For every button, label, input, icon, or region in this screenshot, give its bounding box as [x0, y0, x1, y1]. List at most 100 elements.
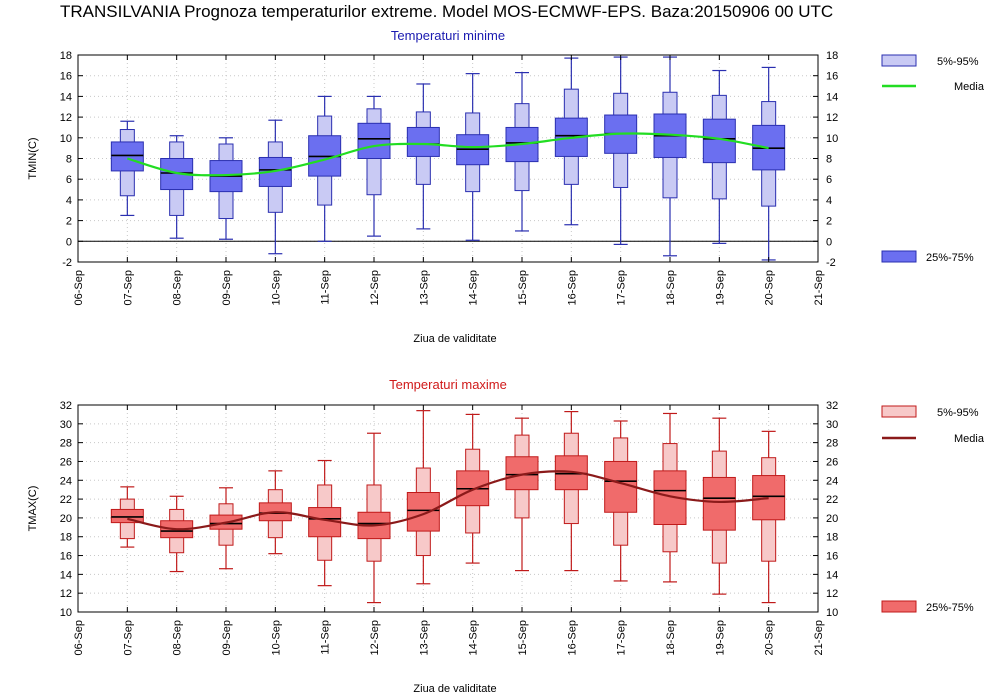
- x-tick-label: 09-Sep: [221, 270, 233, 305]
- y-tick-label-right: 12: [826, 588, 838, 600]
- y-tick-label: 14: [60, 569, 72, 581]
- y-tick-label: 16: [60, 551, 72, 563]
- x-tick-label: 21-Sep: [813, 270, 825, 305]
- x-tick-label: 06-Sep: [73, 620, 85, 655]
- box-25-75: [752, 475, 786, 521]
- y-tick-label-right: 0: [826, 236, 832, 248]
- x-tick-label: 18-Sep: [665, 620, 677, 655]
- y-tick-label-right: -2: [826, 257, 836, 269]
- x-tick-label: 20-Sep: [764, 270, 776, 305]
- legend-label-5-95: 5%-95%: [937, 56, 979, 68]
- y-tick-label: 12: [60, 588, 72, 600]
- x-tick-label: 08-Sep: [172, 620, 184, 655]
- plot-frame: [77, 404, 819, 613]
- y-tick-label: 24: [60, 475, 72, 487]
- legend-swatch-5-95: [881, 405, 917, 418]
- x-tick-label: 13-Sep: [418, 270, 430, 305]
- x-axis-label: Ziua de validitate: [413, 683, 496, 695]
- box-25-75: [110, 508, 144, 524]
- x-tick-label: 15-Sep: [517, 270, 529, 305]
- y-axis-label: TMIN(C): [27, 137, 39, 179]
- y-tick-label: 18: [60, 532, 72, 544]
- y-tick-label: 16: [60, 71, 72, 83]
- legend-swatch-5-95: [881, 54, 917, 67]
- y-tick-label-right: 28: [826, 438, 838, 450]
- y-tick-label: 18: [60, 50, 72, 62]
- y-tick-label-right: 14: [826, 91, 838, 103]
- page-title: TRANSILVANIA Prognoza temperaturilor ext…: [60, 2, 834, 21]
- x-tick-label: 13-Sep: [418, 620, 430, 655]
- y-tick-label: 8: [66, 154, 72, 166]
- y-tick-label: 26: [60, 456, 72, 468]
- legend-label-mean: Media: [954, 81, 985, 93]
- x-tick-label: 18-Sep: [665, 270, 677, 305]
- y-tick-label-right: 2: [826, 216, 832, 228]
- y-tick-label-right: 8: [826, 154, 832, 166]
- legend-label-5-95: 5%-95%: [937, 407, 979, 419]
- y-tick-label-right: 4: [826, 195, 832, 207]
- y-tick-label: 28: [60, 438, 72, 450]
- x-tick-label: 07-Sep: [122, 620, 134, 655]
- y-axis-label: TMAX(C): [27, 486, 39, 532]
- y-tick-label: 0: [66, 236, 72, 248]
- legend-label-25-75: 25%-75%: [926, 602, 974, 614]
- x-tick-label: 19-Sep: [714, 620, 726, 655]
- y-tick-label: 30: [60, 419, 72, 431]
- y-tick-label-right: 24: [826, 475, 838, 487]
- x-tick-label: 17-Sep: [616, 270, 628, 305]
- x-tick-label: 20-Sep: [764, 620, 776, 655]
- y-tick-label-right: 14: [826, 569, 838, 581]
- chart-title-tmax: Temperaturi maxime: [389, 377, 507, 392]
- x-tick-label: 11-Sep: [320, 620, 332, 655]
- mean-line: [127, 132, 769, 177]
- box-25-75: [110, 141, 144, 172]
- chart-title-tmin: Temperaturi minime: [391, 28, 505, 43]
- x-tick-label: 08-Sep: [172, 270, 184, 305]
- x-tick-label: 10-Sep: [270, 270, 282, 305]
- x-tick-label: 17-Sep: [616, 620, 628, 655]
- x-tick-label: 16-Sep: [566, 620, 578, 655]
- x-tick-label: 14-Sep: [468, 620, 480, 655]
- x-tick-label: 07-Sep: [122, 270, 134, 305]
- y-tick-label-right: 16: [826, 71, 838, 83]
- y-tick-label-right: 18: [826, 532, 838, 544]
- y-tick-label: 22: [60, 494, 72, 506]
- legend-label-25-75: 25%-75%: [926, 252, 974, 264]
- y-tick-label: 4: [66, 195, 72, 207]
- y-tick-label: 2: [66, 216, 72, 228]
- box-25-75: [406, 492, 440, 532]
- x-tick-label: 15-Sep: [517, 620, 529, 655]
- y-tick-label-right: 6: [826, 174, 832, 186]
- y-tick-label-right: 10: [826, 133, 838, 145]
- y-tick-label-right: 10: [826, 607, 838, 619]
- box-25-75: [702, 476, 736, 531]
- mean-line: [127, 470, 769, 531]
- legend-swatch-25-75: [881, 250, 917, 263]
- box-25-75: [406, 126, 440, 157]
- y-tick-label-right: 32: [826, 400, 838, 412]
- y-tick-label: 20: [60, 513, 72, 525]
- x-axis-label: Ziua de validitate: [413, 333, 496, 345]
- y-tick-label-right: 26: [826, 456, 838, 468]
- y-tick-label: -2: [62, 257, 72, 269]
- x-tick-label: 14-Sep: [468, 270, 480, 305]
- x-tick-label: 16-Sep: [566, 270, 578, 305]
- x-tick-label: 11-Sep: [320, 270, 332, 305]
- box-25-75: [357, 122, 391, 159]
- y-tick-label-right: 20: [826, 513, 838, 525]
- legend-swatch-25-75: [881, 600, 917, 613]
- x-tick-label: 06-Sep: [73, 270, 85, 305]
- x-tick-label: 10-Sep: [270, 620, 282, 655]
- y-tick-label-right: 12: [826, 112, 838, 124]
- y-tick-label: 10: [60, 133, 72, 145]
- y-tick-label-right: 22: [826, 494, 838, 506]
- y-tick-label-right: 30: [826, 419, 838, 431]
- y-tick-label: 6: [66, 174, 72, 186]
- y-tick-label-right: 18: [826, 50, 838, 62]
- y-tick-label: 12: [60, 112, 72, 124]
- x-tick-label: 09-Sep: [221, 620, 233, 655]
- x-tick-label: 21-Sep: [813, 620, 825, 655]
- legend-label-mean: Media: [954, 433, 985, 445]
- y-tick-label-right: 16: [826, 551, 838, 563]
